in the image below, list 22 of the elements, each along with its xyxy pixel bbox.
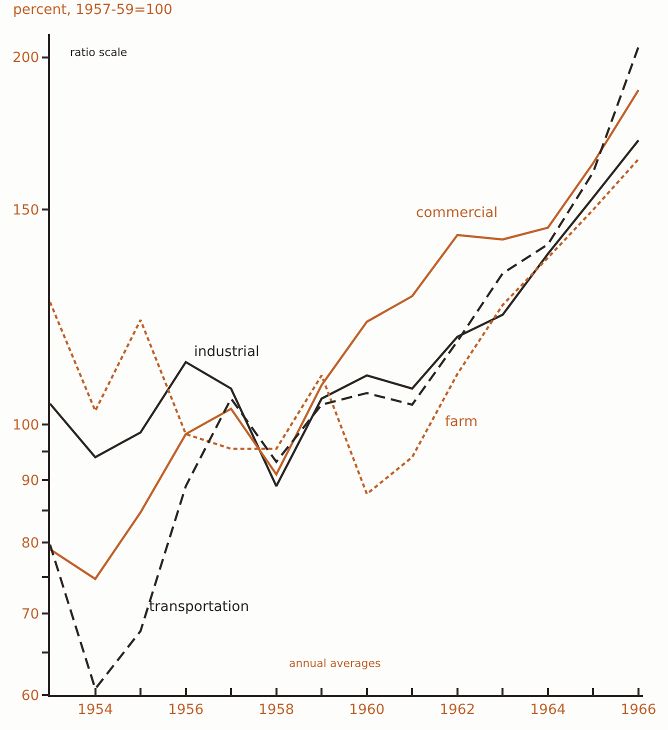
x-tick-label: 1962	[440, 702, 476, 718]
series-label: industrial	[194, 344, 260, 360]
y-tick-label: 150	[12, 202, 40, 219]
series-label: farm	[445, 414, 478, 430]
x-tick-label: 1954	[77, 702, 114, 718]
y-tick-label: 70	[21, 606, 40, 622]
y-tick-label: 100	[12, 417, 40, 434]
x-tick-label: 1956	[168, 702, 204, 718]
line-series	[50, 88, 640, 580]
y-tick-label: 90	[21, 473, 40, 490]
y-tick-label: 80	[21, 536, 40, 552]
x-tick-label: 1964	[530, 702, 566, 718]
x-tick-label: 1960	[349, 702, 385, 718]
annotation: annual averages	[289, 657, 381, 670]
y-tick-label: 60	[21, 688, 40, 704]
series-label: transportation	[149, 599, 250, 615]
y-tick-label: 200	[12, 50, 40, 66]
x-tick-label: 1966	[620, 702, 656, 718]
annotation: ratio scale	[70, 46, 128, 59]
series-label: commercial	[416, 205, 498, 221]
x-tick-label: 1958	[258, 702, 294, 718]
y-axis-title: percent, 1957-59=100	[13, 2, 172, 18]
